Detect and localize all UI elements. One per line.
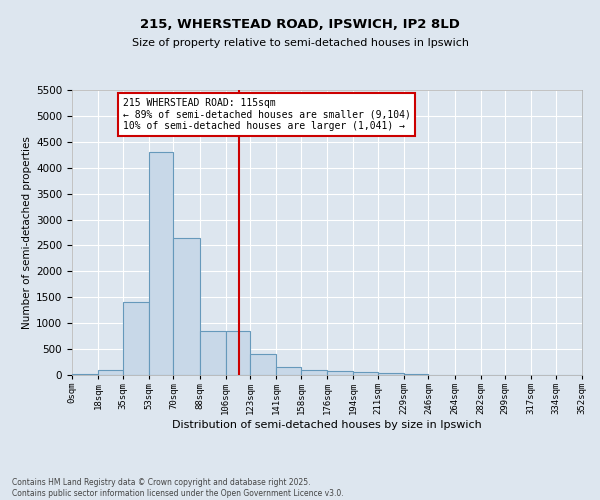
Y-axis label: Number of semi-detached properties: Number of semi-detached properties bbox=[22, 136, 32, 329]
Bar bbox=[404, 374, 428, 375]
Bar bbox=[327, 371, 353, 375]
Text: 215, WHERSTEAD ROAD, IPSWICH, IP2 8LD: 215, WHERSTEAD ROAD, IPSWICH, IP2 8LD bbox=[140, 18, 460, 30]
Bar bbox=[378, 374, 404, 375]
Text: Size of property relative to semi-detached houses in Ipswich: Size of property relative to semi-detach… bbox=[131, 38, 469, 48]
Bar bbox=[149, 152, 173, 375]
Bar bbox=[226, 331, 250, 375]
Bar bbox=[353, 372, 378, 375]
X-axis label: Distribution of semi-detached houses by size in Ipswich: Distribution of semi-detached houses by … bbox=[172, 420, 482, 430]
Bar bbox=[98, 370, 123, 375]
Text: 215 WHERSTEAD ROAD: 115sqm
← 89% of semi-detached houses are smaller (9,104)
10%: 215 WHERSTEAD ROAD: 115sqm ← 89% of semi… bbox=[123, 98, 410, 131]
Bar bbox=[199, 331, 226, 375]
Bar bbox=[301, 370, 327, 375]
Bar bbox=[173, 238, 200, 375]
Bar bbox=[123, 302, 149, 375]
Text: Contains HM Land Registry data © Crown copyright and database right 2025.
Contai: Contains HM Land Registry data © Crown c… bbox=[12, 478, 344, 498]
Bar bbox=[72, 374, 98, 375]
Bar bbox=[276, 367, 301, 375]
Bar bbox=[250, 354, 276, 375]
